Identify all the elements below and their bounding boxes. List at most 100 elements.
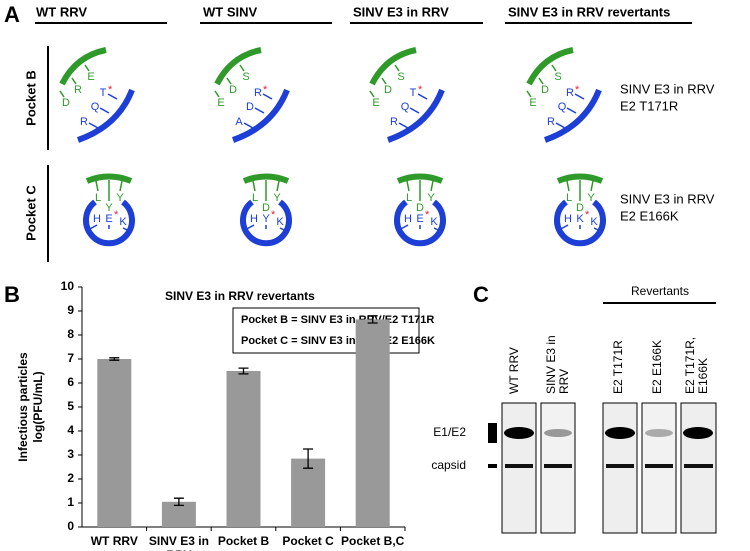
blue-arc [543,88,602,143]
x-tick-label: Pocket B,C [341,534,405,548]
bond [59,90,65,98]
bond [526,90,532,98]
blue-residue: T [410,87,417,99]
bond [252,179,256,192]
bond [430,179,434,192]
green-residue: D [262,202,270,214]
y-tick-label: 7 [67,351,74,365]
error-bar [238,367,249,375]
green-residue: S [554,71,561,83]
blue-residue: K [576,213,584,225]
blue-arc [83,199,135,247]
bond [574,93,585,100]
row-label: Pocket B [23,70,38,126]
green-residue: D [62,97,70,109]
green-residue: E [87,71,94,83]
header-rules [35,22,692,262]
y-tick-label: 2 [67,471,74,485]
mutation-mark: * [585,209,590,221]
x-tick-label: SINV E3 in RRV [148,534,209,551]
mutation-mark: * [263,84,268,96]
mutation-mark: * [114,209,119,221]
column-header: WT RRV [36,4,87,19]
row-note: SINV E3 in RRV [620,81,715,96]
green-residue: Y [427,192,435,204]
y-tick-label: 10 [61,279,75,293]
green-residue: L [252,192,258,204]
blue-residue: R [547,116,555,128]
gel [501,402,717,534]
column-header: SINV E3 in RRV revertants [508,4,670,19]
bond [243,122,254,129]
error-bar [303,448,314,469]
bar [97,359,132,527]
green-arc [396,173,444,184]
y-tick-label: 5 [67,399,74,413]
bond [566,179,570,192]
mutation-mark: * [418,84,423,96]
blue-residue: R [254,87,262,99]
green-residue: D [229,84,237,96]
mutation-mark: * [271,209,276,221]
group-label: Revertants [631,284,689,298]
bond [566,107,577,114]
bar [355,319,390,527]
lane-label: SINV E3 in RRV [544,335,571,394]
y-tick-label: 1 [67,495,74,509]
green-arc [526,47,574,86]
bond [99,107,110,114]
row-note: E2 E166K [620,208,679,223]
lane-label: E2 T171R, E166K [683,336,710,394]
blue-residue: A [235,116,243,128]
bond [560,224,569,230]
blue-residue: K [276,216,284,228]
bond [555,122,566,129]
bond [394,64,400,72]
mutation-mark: * [575,84,580,96]
bond [538,77,544,85]
green-residue: E [217,97,224,109]
bond [226,77,232,85]
bond [593,227,603,233]
bond [107,93,118,100]
blue-residue: E [105,213,112,225]
error-bar [109,357,120,361]
green-residue: L [95,192,101,204]
green-residue: Y [116,192,124,204]
band-marker [488,464,497,468]
mutation-mark: * [108,84,113,96]
bond [71,77,77,85]
y-tick-label: 0 [67,519,74,533]
bond [246,224,255,230]
bond [239,64,245,72]
green-arc [242,173,290,184]
green-residue: D [384,84,392,96]
green-residue: D [541,84,549,96]
bond [590,179,594,192]
green-residue: S [397,71,404,83]
bond [95,179,99,192]
bond [88,122,99,129]
bond [119,179,123,192]
row-note: E2 T171R [620,98,678,113]
lane-label: E2 T171R [611,340,625,394]
blue-residue: D [246,101,254,113]
bond [409,107,420,114]
blue-residue: H [93,213,101,225]
blue-arc [386,88,445,143]
panel-label: A [4,2,20,27]
y-tick-label: 3 [67,447,74,461]
annotation: Pocket C = SINV E3 in RRV/E2 E166K [241,335,435,347]
row-note: SINV E3 in RRV [620,191,715,206]
x-tick-label: Pocket C [282,534,334,548]
blue-arc [240,199,292,247]
panel-label: C [473,282,489,307]
lane-label: WT RRV [507,347,521,394]
band-marker [488,423,497,443]
bond [89,224,98,230]
green-residue: Y [273,192,281,204]
bond [398,122,409,129]
blue-arc [231,88,290,143]
panel-label: B [4,282,20,307]
